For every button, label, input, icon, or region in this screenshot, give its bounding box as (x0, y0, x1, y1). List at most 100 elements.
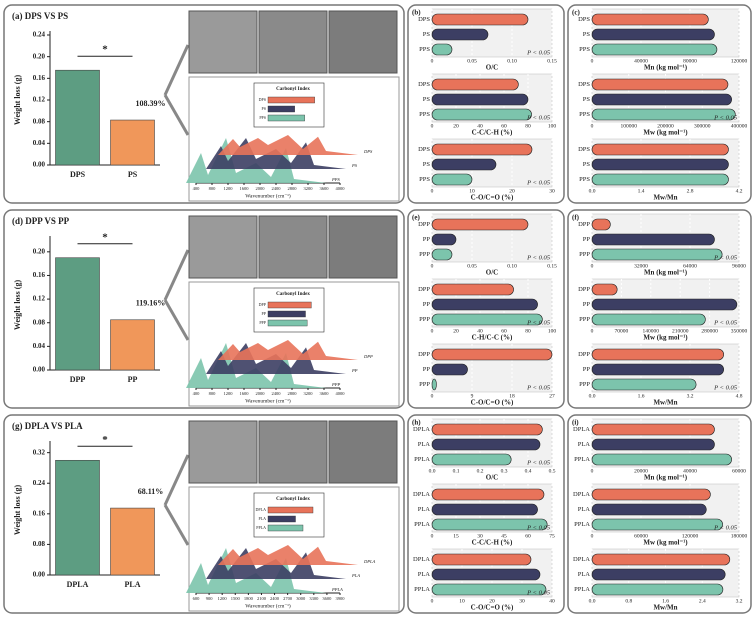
bar (591, 568, 726, 581)
x-axis-label: C-O/C=O (%) (471, 399, 514, 407)
y-tick-label: DPP (578, 286, 590, 293)
inset-bar (267, 524, 304, 532)
bar (431, 143, 533, 156)
bar (431, 518, 548, 531)
y-tick-label: PS (423, 96, 431, 103)
x-axis-label: C-O/C=O (%) (471, 604, 514, 612)
significance-note: P < 0.05 (526, 524, 551, 531)
sem-image (188, 215, 258, 279)
significance-note: P < 0.05 (526, 589, 551, 596)
connector-arrow (163, 94, 190, 136)
x-axis-label: Mw (kg mol⁻¹) (643, 129, 688, 137)
panel-title: (d) DPP VS PP (12, 216, 70, 226)
x-axis-label: Mn (kg mol⁻¹) (644, 474, 688, 482)
spectrum-label: PPP (331, 382, 340, 387)
x-tick-label: 30 (477, 533, 483, 539)
y-axis-label: Weight loss (g) (13, 280, 22, 331)
x-tick-label: 70000 (615, 328, 629, 334)
y-tick-label: 0.16 (33, 509, 46, 517)
bar (431, 108, 532, 121)
bar (431, 218, 529, 231)
increase-label: 119.16% (136, 299, 166, 308)
x-tick-label: 0.0 (429, 468, 436, 474)
x-tick-label: 0.5 (549, 468, 556, 474)
y-tick-label: PPS (579, 176, 590, 183)
bar (591, 143, 729, 156)
bar (591, 503, 707, 516)
x-tick-label: 20 (453, 328, 459, 334)
y-tick-label: PPS (579, 46, 590, 53)
y-tick-label: PS (423, 31, 431, 38)
y-tick-label: DPS (578, 146, 590, 153)
x-tick-label: 1.4 (638, 188, 645, 194)
x-tick-label: 210000 (672, 328, 689, 334)
bar (431, 553, 532, 566)
sem-image (258, 10, 328, 74)
connector-arrow (163, 504, 190, 546)
x-tick-label: 0 (431, 328, 434, 334)
x-axis-label: C-O/C=O (%) (471, 194, 514, 202)
panel-frame (407, 209, 565, 409)
x-axis-label: O/C (486, 269, 498, 277)
sem-image (328, 215, 398, 279)
bar (431, 28, 489, 41)
x-tick-label: 2400 (270, 596, 280, 601)
panel-title: (c) (572, 9, 580, 17)
y-tick-label: PPS (419, 46, 430, 53)
x-tick-label: 2800 (288, 186, 298, 191)
y-tick-label: 0.04 (33, 139, 46, 147)
bar (110, 507, 155, 576)
x-tick-label: 10 (469, 188, 475, 194)
y-tick-label: PP (423, 236, 431, 243)
significance-note: P < 0.05 (526, 459, 551, 466)
bar (431, 583, 547, 596)
bar (431, 233, 457, 246)
bar (431, 568, 541, 581)
y-tick-label: PPP (579, 316, 590, 323)
x-tick-label: 0 (431, 393, 434, 399)
x-tick-label: 60000 (634, 533, 648, 539)
x-tick-label: 96000 (732, 263, 746, 269)
x-tick-label: 0.05 (467, 263, 477, 269)
increase-label: 108.39% (136, 99, 166, 108)
x-tick-label: 2700 (283, 596, 293, 601)
increase-label: 68.11% (138, 487, 164, 496)
inset-category: PLA (258, 516, 266, 521)
panel-title: (e) (412, 214, 420, 222)
y-tick-label: DPP (578, 351, 590, 358)
spectrum-label: PP (351, 368, 358, 373)
panel-frame (407, 4, 565, 204)
spectrum-label: DPS (363, 149, 373, 154)
significance-note: P < 0.05 (526, 384, 551, 391)
x-tick-label: 20 (453, 123, 459, 129)
x-tick-label: 2000 (256, 391, 266, 396)
x-tick-label: 2100 (257, 596, 267, 601)
inset-category: DPS (259, 97, 266, 102)
y-tick-label: 0.12 (33, 96, 46, 104)
significance-mark: * (102, 44, 108, 56)
bar (110, 119, 155, 166)
inset-bar (267, 96, 315, 104)
x-tick-label: 0 (431, 58, 434, 64)
bar (431, 283, 514, 296)
significance-note: P < 0.05 (713, 524, 738, 531)
bar (591, 283, 618, 296)
significance-note: P < 0.05 (526, 179, 551, 186)
y-tick-label: PLA (578, 506, 591, 513)
bar (591, 378, 697, 391)
panel-title: (g) DPLA VS PLA (12, 421, 83, 431)
y-tick-label: DPLA (573, 491, 590, 498)
y-tick-label: PLA (418, 441, 431, 448)
inset-category: DPP (259, 302, 267, 307)
x-axis-label: Mw (kg mol⁻¹) (643, 539, 688, 547)
x-tick-label: 120000 (682, 533, 699, 539)
bar (431, 13, 529, 26)
bar (431, 313, 543, 326)
sem-image (188, 420, 258, 484)
x-tick-label: 300000 (694, 123, 711, 129)
y-tick-label: 0.16 (33, 74, 46, 82)
sem-image (258, 215, 328, 279)
bar (431, 453, 512, 466)
spectrum-label: DPLA (363, 559, 376, 564)
connector-arrow (163, 44, 190, 96)
